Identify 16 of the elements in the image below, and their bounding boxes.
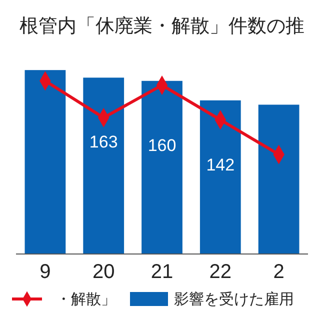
x-tick-label: 2: [273, 261, 284, 283]
data-label: 163: [89, 132, 118, 152]
chart-title: 根管内「休廃業・解散」件数の推: [20, 15, 304, 37]
x-tick-label: 20: [92, 261, 115, 283]
x-tick-label: 21: [150, 261, 174, 283]
legend-label: ・解散」: [56, 290, 116, 308]
x-tick-label: 22: [209, 261, 232, 283]
bar: [24, 70, 66, 254]
bar: [83, 78, 124, 254]
x-tick-label: 9: [40, 261, 51, 283]
bar: [200, 100, 241, 254]
bar: [258, 104, 300, 254]
bar: [142, 80, 182, 254]
data-label: 160: [148, 136, 176, 155]
data-label: 142: [206, 155, 235, 174]
legend-label: 影響を受けた雇用: [174, 290, 294, 308]
